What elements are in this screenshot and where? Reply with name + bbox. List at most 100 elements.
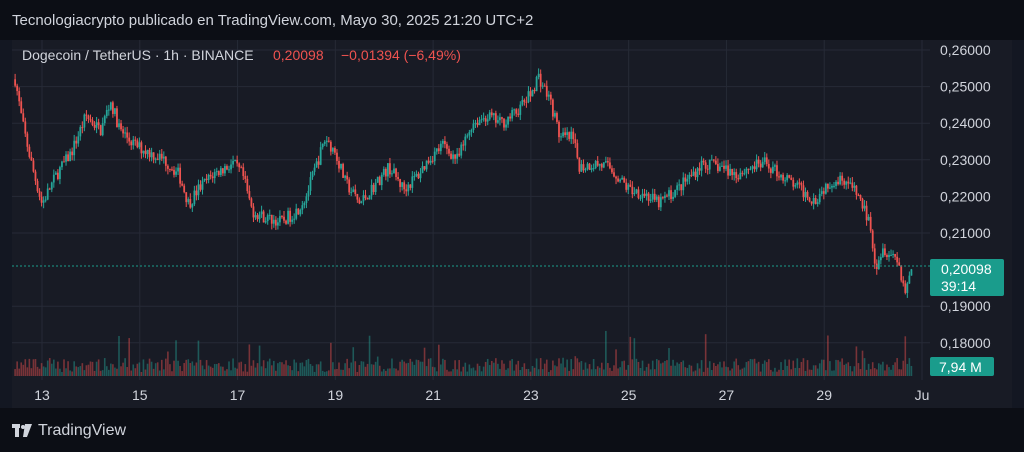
volume-bar — [323, 371, 326, 376]
candle-body — [24, 121, 27, 134]
candle-body — [464, 136, 467, 146]
candle-body — [56, 172, 59, 179]
candle-body — [688, 174, 691, 179]
candle-body — [217, 171, 220, 175]
candle-body — [230, 164, 232, 170]
volume-bar — [763, 360, 766, 376]
volume-bar — [513, 370, 515, 376]
candle-body — [384, 168, 387, 177]
candle-body — [20, 101, 23, 114]
volume-bar — [89, 361, 92, 376]
volume-bar — [611, 370, 613, 376]
volume-bar — [165, 358, 167, 376]
volume-bar — [448, 371, 450, 376]
candle-body — [48, 188, 51, 190]
candle-body — [224, 166, 226, 174]
candle-body — [837, 181, 839, 185]
volume-bar — [185, 359, 188, 376]
candle-body — [755, 159, 758, 170]
candle-body — [888, 254, 890, 258]
volume-bar — [558, 358, 560, 376]
candle-body — [331, 148, 334, 152]
candle-body — [452, 154, 454, 159]
volume-bar — [338, 362, 340, 376]
candle-body — [539, 73, 542, 87]
candle-body — [776, 165, 778, 177]
volume-bar — [556, 366, 558, 376]
volume-bar — [220, 366, 222, 376]
candle-body — [179, 167, 182, 184]
volume-bar — [753, 358, 756, 376]
candle-body — [829, 187, 831, 189]
volume-bar — [529, 371, 532, 376]
candle-body — [297, 208, 300, 215]
candle-body — [886, 254, 888, 258]
volume-bar — [733, 361, 735, 376]
candle-body — [609, 162, 611, 169]
candle-body — [578, 157, 581, 172]
candle-body — [456, 153, 459, 159]
volume-bar — [812, 365, 815, 376]
candle-body — [727, 165, 729, 176]
candle-body — [560, 136, 562, 138]
volume-bar — [53, 359, 55, 376]
candle-body — [61, 161, 63, 168]
volume-bar — [425, 366, 428, 376]
volume-bar — [458, 360, 460, 376]
candle-body — [221, 168, 224, 174]
volume-bar — [778, 369, 780, 376]
volume-bar — [884, 370, 886, 376]
volume-bar — [462, 366, 465, 376]
volume-bar — [735, 358, 738, 376]
candle-body — [279, 216, 281, 223]
candle-body — [839, 175, 842, 185]
candle-body — [124, 132, 127, 134]
volume-bar — [700, 360, 703, 376]
volume-bar — [794, 367, 797, 376]
volume-bar — [694, 370, 697, 376]
candle-body — [38, 191, 41, 197]
volume-bar — [354, 361, 357, 376]
volume-bar — [103, 358, 106, 376]
volume-bar — [140, 371, 143, 376]
candle-body — [702, 160, 705, 163]
volume-bar — [246, 371, 249, 376]
volume-bar — [782, 369, 784, 376]
x-tick-label: 19 — [328, 387, 344, 403]
candle-body — [274, 219, 277, 226]
candle-body — [207, 174, 210, 180]
volume-bar — [305, 360, 308, 376]
volume-bar — [686, 367, 689, 376]
volume-bar — [85, 365, 88, 376]
volume-bar — [623, 360, 625, 376]
volume-bar — [837, 360, 839, 376]
candle-body — [65, 154, 67, 162]
candle-body — [281, 216, 283, 218]
volume-bar — [688, 364, 691, 376]
price-chart[interactable]: 0,26000 0,25000 0,24000 0,23000 0,22000 0,210… — [0, 0, 1024, 408]
candle-body — [841, 175, 844, 181]
volume-bar — [87, 364, 90, 376]
volume-bar — [20, 362, 23, 376]
volume-bar — [755, 363, 758, 376]
x-tick-label: 27 — [719, 387, 735, 403]
volume-bar — [649, 369, 652, 376]
volume-bar — [409, 358, 412, 376]
candle-body — [240, 167, 243, 169]
chart-area[interactable] — [12, 40, 1012, 408]
tradingview-logo[interactable]: TradingView — [12, 422, 126, 440]
candle-body — [85, 114, 88, 116]
volume-bar — [751, 359, 754, 376]
volume-bar — [319, 361, 322, 376]
volume-bar — [617, 368, 619, 376]
candle-body — [448, 148, 450, 154]
candle-body — [621, 177, 624, 180]
volume-bar — [484, 361, 487, 376]
candle-body — [52, 174, 55, 183]
volume-bar — [156, 362, 159, 376]
candle-body — [812, 198, 815, 204]
candle-body — [446, 144, 448, 149]
candle-body — [354, 189, 357, 194]
candle-body — [444, 140, 446, 145]
candle-body — [592, 168, 595, 170]
